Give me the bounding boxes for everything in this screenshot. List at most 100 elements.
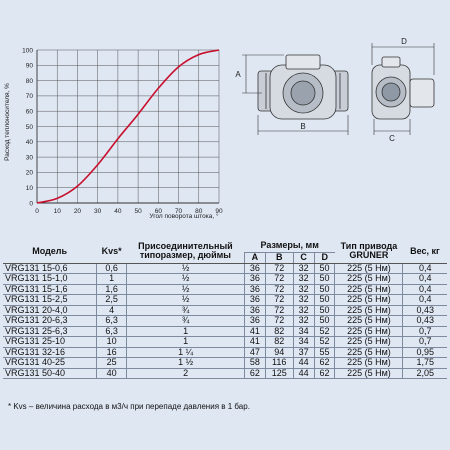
spec-table: Модель Kvs* Присоединительный типоразмер…: [3, 240, 447, 379]
x-tick-label: 20: [74, 208, 82, 215]
cell-thread: ¾: [126, 315, 245, 327]
cell-drive: 225 (5 Нм): [334, 368, 403, 379]
valve-front-view: [257, 54, 349, 120]
cell-weight: 0,4: [402, 263, 447, 274]
cell-d: 52: [313, 326, 335, 337]
col-drive: Тип привода GRUNER: [334, 240, 403, 264]
cell-weight: 0,95: [402, 347, 447, 358]
cell-drive: 225 (5 Нм): [334, 273, 403, 285]
cell-d: 62: [313, 368, 335, 379]
cell-thread: ½: [126, 273, 245, 285]
cell-thread: ¾: [126, 305, 245, 316]
cell-drive: 225 (5 Нм): [334, 315, 403, 327]
y-tick-label: 40: [26, 139, 34, 146]
flow-curve: [36, 49, 220, 204]
cell-b: 72: [264, 315, 294, 327]
dimension-lines: [242, 43, 435, 135]
cell-model: VRG131 15-0,6: [3, 263, 97, 274]
col-dims: Размеры, мм: [244, 240, 335, 253]
chart-ylabel: Расход теплоносителя, %: [4, 83, 11, 161]
cell-c: 44: [292, 368, 315, 379]
x-tick-label: 60: [155, 208, 163, 215]
cell-c: 32: [292, 273, 315, 285]
cell-kvs: 2,5: [95, 294, 127, 306]
x-tick-label: 80: [195, 208, 203, 215]
cell-b: 72: [264, 305, 294, 316]
cell-kvs: 16: [95, 347, 127, 358]
col-model: Модель: [3, 240, 97, 264]
valve-side-view: [371, 56, 435, 120]
y-tick-label: 80: [26, 78, 34, 85]
cell-kvs: 0,6: [95, 263, 127, 274]
x-tick-label: 30: [94, 208, 102, 215]
cell-drive: 225 (5 Нм): [334, 336, 403, 348]
cell-d: 62: [313, 357, 335, 369]
label-a: A: [235, 70, 241, 79]
y-tick-label: 30: [26, 154, 34, 161]
y-tick-label: 50: [26, 124, 34, 131]
y-tick-label: 100: [22, 47, 33, 54]
table-row: VRG131 15-1,0 1 ½ 36 72 32 50 225 (5 Нм) 0,4: [3, 273, 447, 285]
cell-thread: 1 ½: [126, 357, 245, 369]
cell-kvs: 10: [95, 336, 127, 348]
cell-drive: 225 (5 Нм): [334, 305, 403, 316]
x-tick-label: 70: [175, 208, 183, 215]
cell-b: 82: [264, 326, 294, 337]
chart-xlabel: Угол поворота штока, °: [149, 212, 219, 220]
cell-thread: ½: [126, 284, 245, 295]
cell-thread: 1: [126, 336, 245, 348]
cell-drive: 225 (5 Нм): [334, 284, 403, 295]
cell-c: 32: [292, 305, 315, 316]
cell-c: 32: [292, 284, 315, 295]
y-tick-label: 70: [26, 93, 34, 100]
x-tick-label: 90: [215, 208, 223, 215]
cell-drive: 225 (5 Нм): [334, 263, 403, 274]
valve-drawing: A B D C: [235, 37, 435, 143]
cell-c: 34: [292, 326, 315, 337]
cell-thread: 2: [126, 368, 245, 379]
cell-a: 36: [243, 315, 266, 327]
cell-kvs: 6,3: [95, 326, 127, 337]
cell-c: 37: [292, 347, 315, 358]
y-tick-label: 20: [26, 170, 34, 177]
table-row: VRG131 15-0,6 0,6 ½ 36 72 32 50 225 (5 Нм) 0,4: [3, 263, 447, 274]
flow-chart: 0 10 20 30 40 50 60 70 80 90 0 10 20 30 40 50 60 70 80 90 10…: [4, 47, 223, 220]
cell-b: 72: [264, 284, 294, 295]
cell-weight: 0,7: [402, 336, 447, 348]
table-row: VRG131 25-6,3 6,3 1 41 82 34 52 225 (5 Нм) 0,7: [3, 326, 447, 337]
cell-weight: 1,75: [402, 357, 447, 369]
cell-a: 36: [243, 273, 266, 285]
cell-d: 50: [313, 263, 335, 274]
table-row: VRG131 15-2,5 2,5 ½ 36 72 32 50 225 (5 Нм) 0,4: [3, 294, 447, 306]
chart-ticks: 0 10 20 30 40 50 60 70 80 90 0 10 20 30 40 50 60 70 80 90 10…: [22, 47, 223, 215]
cell-a: 36: [243, 294, 266, 306]
cell-b: 72: [264, 263, 294, 274]
table-row: VRG131 20-6,3 6,3 ¾ 36 72 32 50 225 (5 Нм) 0,43: [3, 315, 447, 327]
cell-thread: 1: [126, 326, 245, 337]
cell-d: 50: [313, 305, 335, 316]
cell-a: 62: [243, 368, 266, 379]
cell-c: 32: [292, 315, 315, 327]
cell-weight: 0,4: [402, 284, 447, 295]
cell-thread: 1 ¼: [126, 347, 245, 358]
cell-thread: ½: [126, 263, 245, 274]
x-tick-label: 50: [134, 208, 142, 215]
cell-a: 41: [243, 326, 266, 337]
table-row: VRG131 20-4,0 4 ¾ 36 72 32 50 225 (5 Нм) 0,43: [3, 305, 447, 316]
cell-d: 50: [313, 315, 335, 327]
cell-weight: 0,43: [402, 315, 447, 327]
table-row: VRG131 32-16 16 1 ¼ 47 94 37 55 225 (5 Нм) 0,95: [3, 347, 447, 358]
chart-grid: [36, 49, 220, 204]
cell-b: 94: [264, 347, 294, 358]
table-row: VRG131 40-25 25 1 ½ 58 116 44 62 225 (5 Нм) 1,75: [3, 357, 447, 369]
cell-b: 72: [264, 294, 294, 306]
cell-a: 58: [243, 357, 266, 369]
cell-weight: 2,05: [402, 368, 447, 379]
label-c: C: [389, 134, 395, 143]
cell-d: 50: [313, 273, 335, 285]
cell-a: 36: [243, 284, 266, 295]
cell-c: 44: [292, 357, 315, 369]
col-weight: Вес, кг: [402, 240, 447, 264]
cell-weight: 0,4: [402, 273, 447, 285]
cell-a: 47: [243, 347, 266, 358]
